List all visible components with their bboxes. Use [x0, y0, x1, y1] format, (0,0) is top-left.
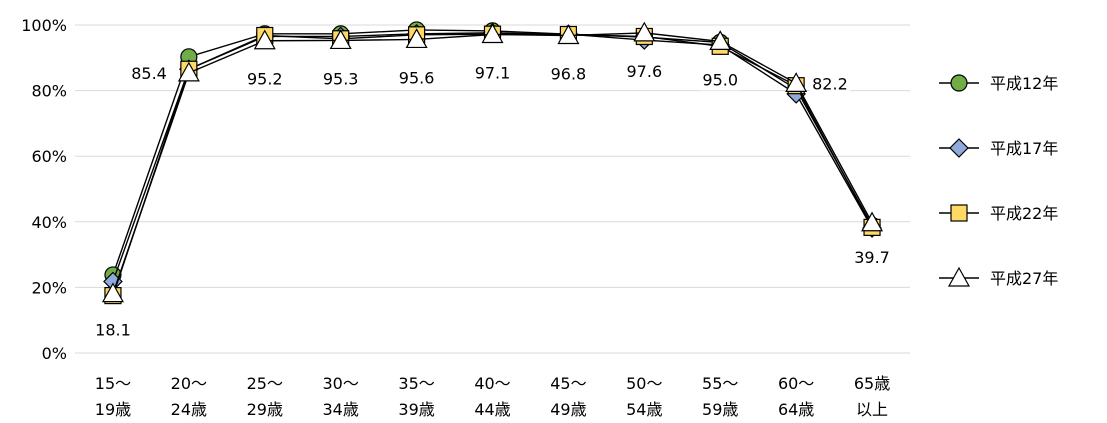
- x-tick-label: 60～: [778, 374, 814, 393]
- data-label: 95.6: [399, 68, 435, 87]
- x-tick-label: 15～: [95, 374, 131, 393]
- x-tick-label: 25～: [247, 374, 283, 393]
- data-labels: 18.1 85.4 95.2 95.3 95.6 97.1 96.8 97.6 95.0 82.2…: [92, 59, 893, 341]
- data-point-triangle: [405, 28, 428, 49]
- series-lines: [101, 21, 884, 305]
- x-tick-label: 24歳: [171, 400, 207, 419]
- data-label: 97.1: [475, 64, 511, 83]
- data-label: 95.2: [247, 70, 283, 89]
- legend-marker: [950, 204, 968, 222]
- x-tick-label: 45～: [550, 374, 586, 393]
- data-label-bg: [852, 245, 893, 268]
- data-label: 97.6: [627, 62, 663, 81]
- data-point-triangle: [481, 23, 504, 44]
- y-tick-label: 60%: [31, 147, 67, 166]
- y-tick-label: 80%: [31, 82, 67, 101]
- x-tick-label: 20～: [171, 374, 207, 393]
- data-point-triangle: [557, 24, 580, 45]
- data-label: 95.0: [702, 70, 738, 89]
- x-tick-label: 34歳: [322, 400, 358, 419]
- x-tick-label: 44歳: [474, 400, 510, 419]
- x-tick-label: 以上: [856, 400, 888, 419]
- legend-item: 平成12年: [939, 74, 1058, 93]
- x-axis: 15～ 19歳 20～ 24歳 25～ 29歳 30～ 34歳 35～ 39歳 40～ 44歳 45～ 4…: [95, 374, 890, 419]
- x-tick-label: 64歳: [778, 400, 814, 419]
- legend-item: 平成17年: [939, 138, 1058, 158]
- legend-label: 平成17年: [990, 139, 1058, 158]
- legend-label: 平成22年: [990, 204, 1058, 223]
- legend-marker: [947, 266, 971, 287]
- data-label-bg: [548, 62, 589, 85]
- legend-marker: [950, 74, 968, 92]
- data-label-bg: [92, 318, 133, 341]
- data-label: 82.2: [812, 74, 848, 93]
- data-point-triangle: [785, 72, 808, 92]
- legend-item: 平成22年: [939, 204, 1058, 223]
- x-tick-label: 40～: [474, 374, 510, 393]
- x-tick-label: 50～: [626, 374, 662, 393]
- legend-label: 平成27年: [990, 269, 1058, 288]
- y-tick-label: 100%: [21, 16, 67, 35]
- data-point-triangle: [709, 30, 732, 51]
- data-label-bg: [624, 59, 665, 82]
- data-label: 96.8: [551, 64, 587, 83]
- data-label-bg: [472, 61, 513, 84]
- data-label-bg: [810, 72, 851, 95]
- data-point-triangle: [253, 29, 276, 50]
- y-axis: 0% 20% 40% 60% 80% 100%: [21, 16, 67, 363]
- x-tick-label: 59歳: [702, 400, 738, 419]
- data-point-triangle: [861, 211, 884, 232]
- series-0: [104, 21, 881, 284]
- data-point-triangle: [329, 29, 352, 50]
- data-point-triangle: [633, 21, 656, 42]
- data-point-triangle: [177, 61, 200, 82]
- y-tick-label: 0%: [42, 344, 67, 363]
- x-tick-label: 39歳: [398, 400, 434, 419]
- data-label: 18.1: [95, 321, 131, 340]
- series-3: [101, 21, 884, 303]
- x-tick-label: 55～: [702, 374, 738, 393]
- data-label: 39.7: [854, 248, 890, 267]
- data-label: 95.3: [323, 69, 359, 88]
- x-tick-label: 30～: [322, 374, 358, 393]
- data-label-bg: [126, 61, 167, 84]
- legend-item: 平成27年: [939, 266, 1058, 288]
- x-tick-label: 54歳: [626, 400, 662, 419]
- x-tick-label: 35～: [398, 374, 434, 393]
- data-point-triangle: [101, 282, 124, 303]
- legend-label: 平成12年: [990, 74, 1058, 93]
- y-tick-label: 40%: [31, 213, 67, 232]
- data-label-bg: [244, 67, 285, 90]
- data-label-bg: [700, 68, 741, 91]
- data-label: 85.4: [131, 64, 167, 83]
- x-tick-label: 29歳: [247, 400, 283, 419]
- x-tick-label: 49歳: [550, 400, 586, 419]
- legend-marker: [949, 138, 969, 158]
- data-label-bg: [320, 67, 361, 90]
- y-tick-label: 20%: [31, 278, 67, 297]
- data-label-bg: [396, 66, 437, 89]
- x-tick-label: 19歳: [95, 400, 131, 419]
- x-tick-label: 65歳: [854, 374, 890, 393]
